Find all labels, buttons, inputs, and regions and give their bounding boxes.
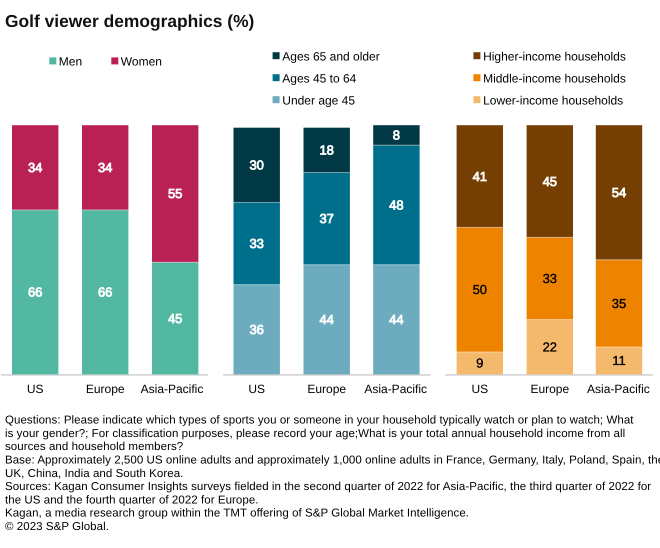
svg-text:the US and the fourth quarter: the US and the fourth quarter of 2022 fo…	[5, 494, 259, 506]
svg-text:Asia-Pacific: Asia-Pacific	[587, 382, 650, 396]
svg-text:45: 45	[543, 174, 557, 189]
svg-text:Sources: Kagan Consumer Insigh: Sources: Kagan Consumer Insights surveys…	[5, 481, 651, 493]
svg-text:11: 11	[612, 353, 626, 368]
svg-text:UK, China, India and South Kor: UK, China, India and South Korea.	[5, 468, 183, 480]
svg-text:Men: Men	[59, 55, 82, 69]
svg-text:Golf viewer demographics (%): Golf viewer demographics (%)	[5, 11, 254, 31]
svg-text:is your gender?; For classific: is your gender?; For classification purp…	[5, 428, 625, 440]
svg-text:US: US	[471, 382, 488, 396]
svg-text:18: 18	[319, 143, 333, 158]
svg-text:Europe: Europe	[86, 382, 125, 396]
svg-text:Asia-Pacific: Asia-Pacific	[141, 382, 204, 396]
svg-text:Questions: Please indicate whi: Questions: Please indicate which types o…	[5, 415, 634, 427]
svg-text:Middle-income households: Middle-income households	[483, 71, 626, 85]
svg-text:8: 8	[393, 128, 400, 143]
svg-text:Higher-income households: Higher-income households	[483, 49, 626, 63]
svg-text:US: US	[248, 382, 265, 396]
svg-text:30: 30	[249, 158, 263, 173]
svg-text:34: 34	[98, 160, 112, 175]
svg-text:48: 48	[389, 197, 403, 212]
svg-text:54: 54	[612, 185, 626, 200]
svg-text:Europe: Europe	[530, 382, 569, 396]
svg-text:41: 41	[473, 169, 487, 184]
svg-text:Under age 45: Under age 45	[282, 93, 355, 107]
svg-text:50: 50	[473, 282, 487, 297]
svg-text:Lower-income households: Lower-income households	[483, 93, 623, 107]
svg-text:© 2023 S&P Global.: © 2023 S&P Global.	[5, 521, 109, 533]
svg-text:45: 45	[168, 311, 182, 326]
svg-text:33: 33	[249, 236, 263, 251]
svg-text:44: 44	[389, 312, 403, 327]
svg-text:44: 44	[319, 312, 333, 327]
svg-text:35: 35	[612, 296, 626, 311]
svg-text:9: 9	[476, 356, 483, 371]
svg-text:36: 36	[249, 322, 263, 337]
svg-text:22: 22	[543, 340, 557, 355]
svg-text:Europe: Europe	[307, 382, 346, 396]
svg-text:Women: Women	[121, 55, 162, 69]
svg-text:US: US	[27, 382, 44, 396]
svg-text:Kagan, a media research group: Kagan, a media research group within the…	[5, 508, 469, 520]
svg-text:66: 66	[28, 285, 42, 300]
svg-text:34: 34	[28, 160, 42, 175]
svg-text:Base: Approximately 2,500 US o: Base: Approximately 2,500 US online adul…	[5, 455, 660, 467]
svg-text:Ages 45 to 64: Ages 45 to 64	[282, 71, 356, 85]
svg-text:37: 37	[319, 211, 333, 226]
svg-text:Ages 65 and older: Ages 65 and older	[282, 49, 379, 63]
svg-text:66: 66	[98, 285, 112, 300]
svg-text:55: 55	[168, 186, 182, 201]
svg-text:sources and household members?: sources and household members?	[5, 441, 183, 453]
svg-text:Asia-Pacific: Asia-Pacific	[364, 382, 427, 396]
svg-text:33: 33	[543, 271, 557, 286]
